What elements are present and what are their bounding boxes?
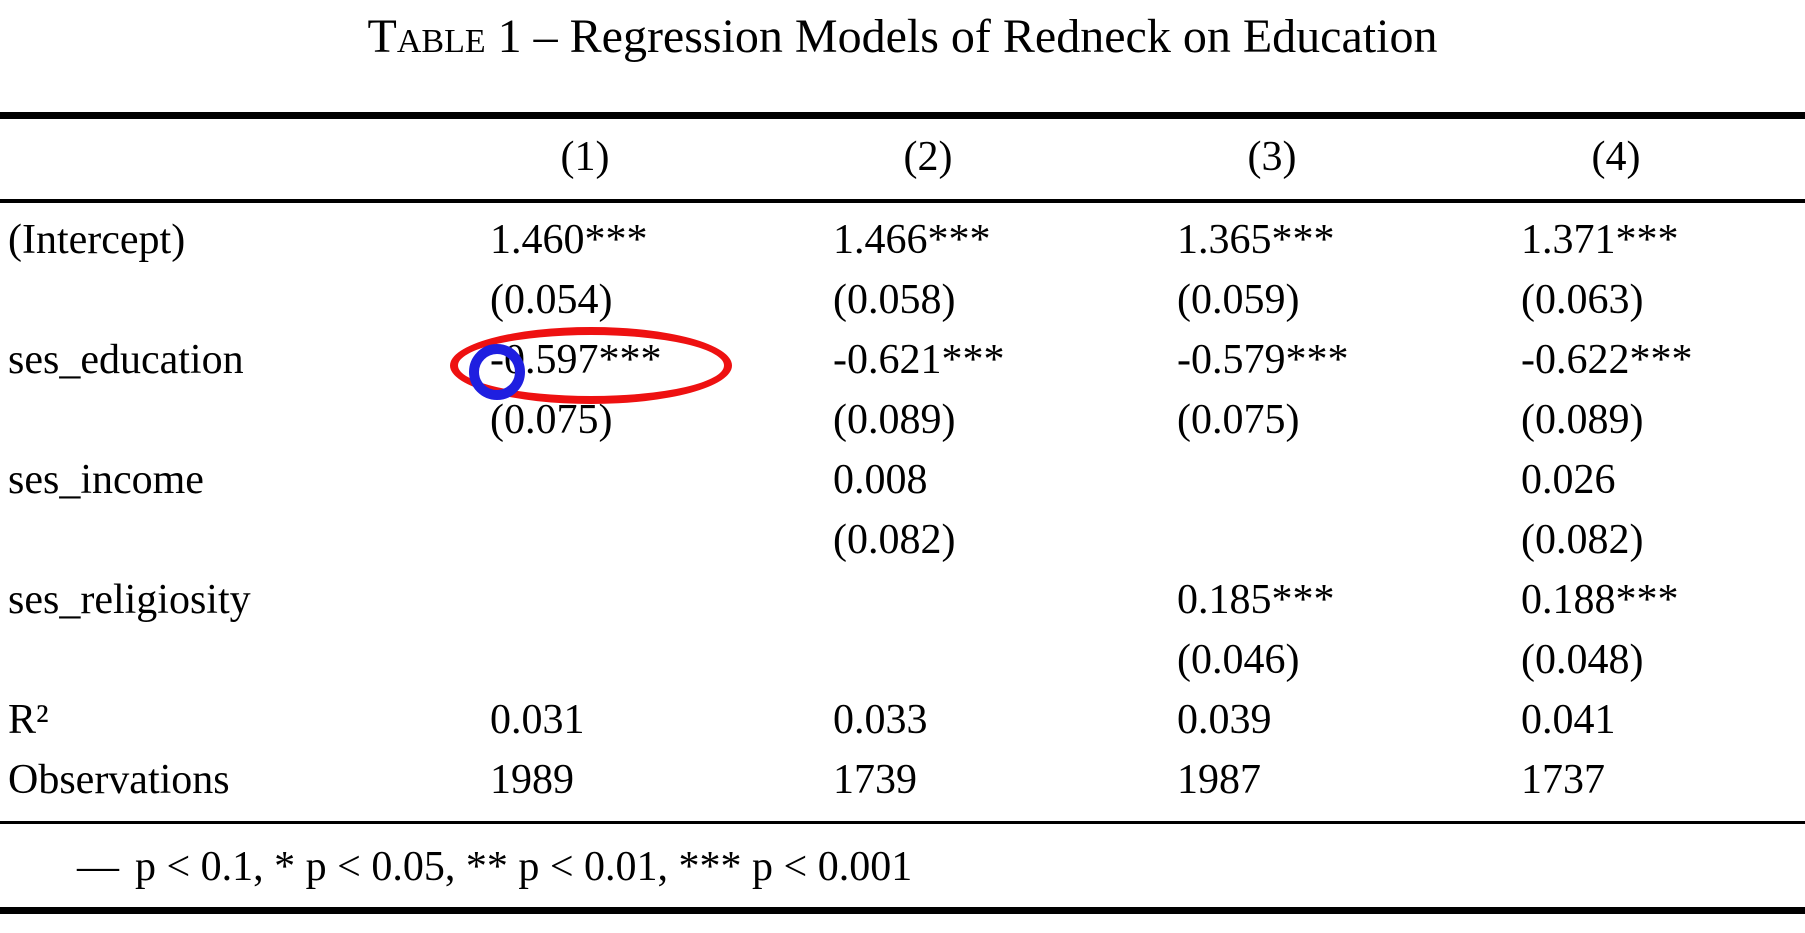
cell [833,630,1177,690]
table-row: (0.054) (0.058) (0.059) (0.063) [0,270,1805,330]
cell: 0.185*** [1177,577,1335,623]
blue-circle-annotation [469,344,525,400]
cell: (0.058) [833,277,956,323]
table-title: Table 1 – Regression Models of Redneck o… [0,8,1805,66]
cell: (0.082) [833,517,956,563]
cell: (0.059) [1177,277,1300,323]
table-row: (0.082) (0.082) [0,510,1805,570]
table-rule-bottom [0,907,1805,914]
cell: -0.579*** [1177,337,1349,383]
table-row: R² 0.031 0.033 0.039 0.041 [0,690,1805,750]
cell: 0.008 [833,457,928,503]
column-header-4: (4) [1591,134,1641,180]
cell [1177,450,1521,510]
row-label [0,270,490,330]
table-body: (Intercept) 1.460*** 1.466*** 1.365*** 1… [0,210,1805,810]
cell: (0.054) [490,277,613,323]
table-rule-above-footnote [0,821,1805,824]
cell: (0.063) [1521,277,1644,323]
column-header-2: (2) [903,134,953,180]
cell: 0.031 [490,697,585,743]
significance-footnote: — p < 0.1, * p < 0.05, ** p < 0.01, *** p… [0,837,1805,897]
table-row: Observations 1989 1739 1987 1737 [0,750,1805,810]
cell: (0.046) [1177,637,1300,683]
cell: 0.188*** [1521,577,1679,623]
row-label: ses_religiosity [8,577,251,623]
red-ellipse-annotation [450,327,732,404]
table-rule-below-header [0,199,1805,203]
cell: 1739 [833,757,917,803]
cell [1177,510,1521,570]
footnote-text: p < 0.1, * p < 0.05, ** p < 0.01, *** p … [135,844,913,890]
cell: 1.365*** [1177,217,1335,263]
row-label: ses_education [8,337,244,383]
cell: -0.622*** [1521,337,1693,383]
cell: (0.082) [1521,517,1644,563]
cell: 1.466*** [833,217,991,263]
cell: 1989 [490,757,574,803]
table-row: ses_education -0.597*** -0.621*** -0.579… [0,330,1805,390]
row-label: ses_income [8,457,204,503]
cell: 1987 [1177,757,1261,803]
row-label: Observations [8,757,230,803]
cell [490,510,833,570]
table-row: (Intercept) 1.460*** 1.466*** 1.365*** 1… [0,210,1805,270]
cell: 0.026 [1521,457,1616,503]
table-title-rest: 1 – Regression Models of Redneck on Educ… [485,10,1438,63]
row-label [0,390,490,450]
table-row: (0.075) (0.089) (0.075) (0.089) [0,390,1805,450]
table-row: ses_religiosity 0.185*** 0.188*** [0,570,1805,630]
cell [490,450,833,510]
column-header-row: (1) (2) (3) (4) [0,116,1805,199]
cell: 1737 [1521,757,1605,803]
table-row: ses_income 0.008 0.026 [0,450,1805,510]
cell [833,570,1177,630]
cell [490,630,833,690]
cell: 1.371*** [1521,217,1679,263]
cell: -0.621*** [833,337,1005,383]
column-header-3: (3) [1247,134,1297,180]
cell: (0.048) [1521,637,1644,683]
cell [490,570,833,630]
column-header-1: (1) [560,134,610,180]
cell: (0.075) [1177,397,1300,443]
row-label [0,630,490,690]
cell: (0.089) [833,397,956,443]
footnote-dash: — [77,844,119,890]
row-label [0,510,490,570]
row-label: R² [8,697,49,743]
cell: (0.089) [1521,397,1644,443]
cell: 0.033 [833,697,928,743]
table-rule-top [0,112,1805,119]
cell: 1.460*** [490,217,648,263]
cell: (0.075) [490,397,613,443]
cell: 0.041 [1521,697,1616,743]
table-title-smallcaps: Table [367,10,486,63]
header-spacer [0,116,490,199]
cell: 0.039 [1177,697,1272,743]
row-label: (Intercept) [8,217,186,263]
table-row: (0.046) (0.048) [0,630,1805,690]
